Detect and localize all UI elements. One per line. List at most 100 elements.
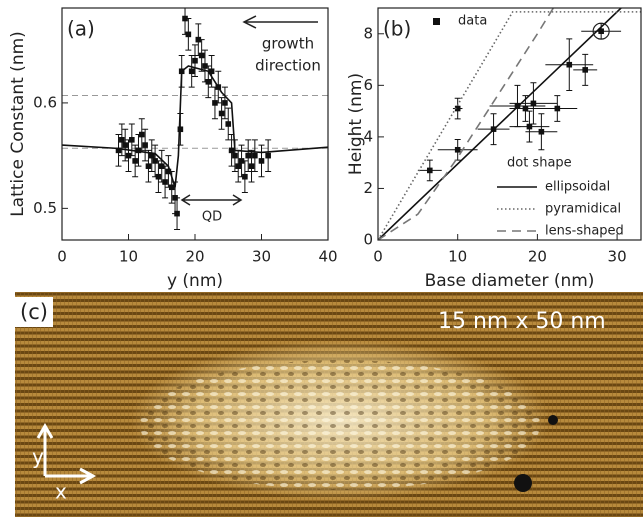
legend-label: ellipsoidal: [545, 180, 610, 195]
axis-label: x: [55, 480, 67, 504]
annotation: direction: [255, 57, 321, 75]
x-tick-label: 20: [528, 248, 547, 266]
legend-label: pyramidical: [545, 202, 621, 217]
y-axis-label: Lattice Constant (nm): [8, 31, 28, 217]
x-tick-label: 30: [252, 248, 271, 266]
plot-area: [62, 8, 328, 230]
data-point: [185, 31, 192, 38]
panel-label: (c): [20, 300, 48, 324]
data-point: [554, 105, 561, 112]
legend-title: dot shape: [507, 156, 572, 171]
data-point: [252, 152, 258, 159]
data-point: [212, 100, 218, 106]
plot-area: [378, 8, 641, 240]
axis-label: y: [32, 445, 44, 469]
y-tick-label: 8: [363, 24, 373, 42]
data-point: [182, 15, 188, 22]
data-point: [530, 100, 537, 107]
x-tick-label: 20: [185, 248, 204, 266]
defect: [548, 415, 558, 425]
annotation: QD: [202, 210, 222, 225]
data-point: [538, 128, 545, 135]
data-point: [162, 179, 168, 185]
data-point: [119, 137, 125, 143]
data-point: [148, 152, 155, 159]
data-point: [155, 173, 162, 180]
dot-texture: [140, 360, 540, 490]
y-axis-label: Height (nm): [346, 73, 366, 175]
data-point: [232, 152, 238, 159]
line-series: [378, 8, 622, 240]
legend-label: lens-shaped: [545, 224, 624, 239]
data-point: [152, 158, 158, 164]
x-axis-label: Base diameter (nm): [425, 271, 595, 291]
data-point: [454, 105, 461, 112]
data-point: [205, 79, 212, 85]
data-point: [195, 36, 202, 43]
x-tick-label: 10: [119, 248, 138, 266]
chart-panel: 0 10 20 30 40 0.5 0.6 (a) y (nm) Lattice Constant…: [8, 7, 338, 291]
data-point: [228, 147, 235, 154]
data-point: [522, 105, 529, 112]
annotation: growth: [262, 35, 314, 53]
plot-frame: [61, 7, 329, 241]
x-axis-label: y (nm): [167, 271, 223, 291]
plot-frame: [377, 7, 642, 241]
data-point: [526, 123, 533, 130]
line-series: [378, 11, 641, 240]
line-series: [62, 65, 328, 188]
data-point: [142, 142, 148, 148]
data-point: [454, 146, 461, 153]
x-tick-label: 0: [57, 248, 67, 266]
data-point: [132, 158, 138, 164]
data-point: [174, 210, 180, 217]
x-tick-label: 0: [373, 248, 383, 266]
legend-marker: [433, 18, 440, 25]
data-point: [225, 121, 232, 127]
data-point: [427, 167, 433, 174]
data-point: [198, 52, 205, 59]
data-point: [139, 131, 145, 138]
data-point: [258, 158, 265, 164]
data-point: [245, 152, 251, 159]
data-point: [202, 63, 208, 69]
panel-label: (a): [67, 17, 95, 41]
line-series: [378, 8, 555, 240]
stm-image-panel: (c) 15 nm x 50 nm y x: [15, 292, 643, 517]
highlight-circle: [592, 22, 610, 40]
data-point: [598, 28, 604, 34]
data-point: [145, 163, 152, 169]
arrow: [242, 15, 318, 29]
y-tick-label: 2: [363, 179, 373, 197]
y-tick-label: 0.5: [33, 199, 57, 217]
data-point: [235, 163, 242, 169]
data-point: [158, 163, 165, 169]
axis-arrows: [36, 423, 97, 485]
panel-label: (b): [383, 17, 411, 41]
scale-label: 15 nm x 50 nm: [438, 309, 606, 334]
y-tick-label: 6: [363, 76, 373, 94]
data-point: [125, 152, 132, 159]
legend-label: data: [458, 14, 487, 29]
data-point: [218, 110, 225, 117]
data-point: [177, 126, 184, 133]
data-point: [168, 184, 175, 191]
data-point: [208, 68, 215, 75]
data-point: [582, 67, 589, 73]
data-point: [129, 137, 135, 143]
data-point: [222, 100, 228, 106]
defect: [514, 474, 532, 492]
data-point: [238, 158, 245, 164]
data-point: [265, 152, 271, 159]
data-point: [566, 61, 573, 68]
data-point: [122, 142, 128, 148]
y-tick-label: 0.6: [33, 93, 57, 111]
x-tick-label: 40: [318, 248, 337, 266]
data-point: [165, 168, 172, 175]
y-tick-label: 4: [363, 127, 373, 145]
x-tick-label: 10: [448, 248, 467, 266]
x-tick-label: 30: [608, 248, 627, 266]
chart-panel: 0 10 20 30 0 2 4 6 8 (b) Base diameter (nm) Height …: [346, 7, 642, 291]
data-point: [192, 57, 198, 64]
